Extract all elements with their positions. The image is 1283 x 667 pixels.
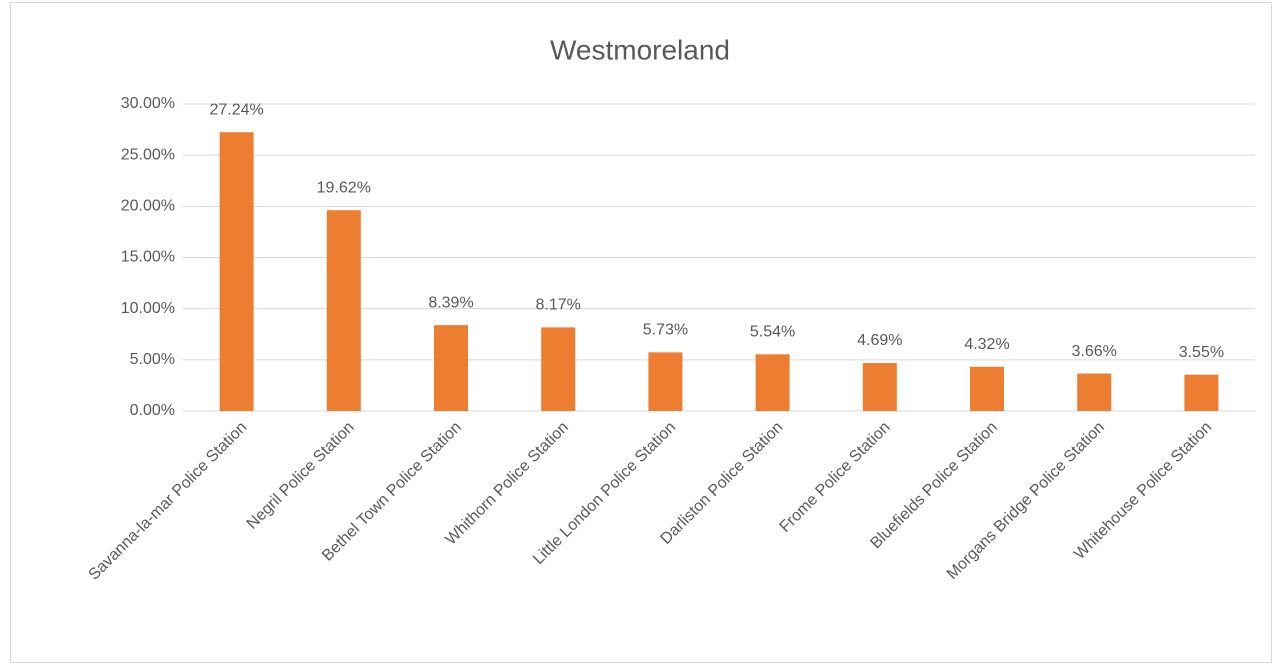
bar — [862, 363, 897, 411]
data-label: 5.73% — [643, 322, 688, 339]
data-label: 3.55% — [1179, 344, 1224, 361]
bar — [541, 327, 576, 411]
y-tick-label: 5.00% — [130, 351, 175, 368]
y-tick-label: 15.00% — [121, 249, 175, 266]
bar — [970, 366, 1004, 411]
bar — [434, 325, 468, 411]
y-tick-label: 20.00% — [121, 198, 175, 215]
data-label: 27.24% — [209, 101, 263, 118]
y-tick-label: 25.00% — [121, 146, 175, 163]
bar — [219, 132, 254, 411]
bar — [326, 210, 361, 411]
bar — [648, 352, 683, 411]
chart-title: Westmoreland — [550, 34, 730, 65]
y-tick-label: 0.00% — [130, 402, 175, 419]
data-label: 4.69% — [857, 332, 902, 349]
data-label: 8.39% — [428, 294, 473, 311]
y-tick-label: 30.00% — [121, 95, 175, 112]
bar — [1077, 373, 1112, 411]
data-label: 19.62% — [317, 179, 371, 196]
bar — [755, 354, 790, 411]
data-label: 5.54% — [750, 324, 795, 341]
bar — [1184, 374, 1219, 411]
data-label: 4.32% — [964, 336, 1009, 353]
data-label: 8.17% — [536, 297, 581, 314]
data-label: 3.66% — [1072, 343, 1117, 360]
y-tick-label: 10.00% — [121, 300, 175, 317]
